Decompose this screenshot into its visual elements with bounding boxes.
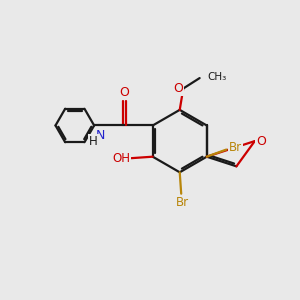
Text: OH: OH — [112, 152, 130, 165]
Text: Br: Br — [176, 196, 189, 208]
Text: H: H — [89, 135, 98, 148]
Text: O: O — [173, 82, 183, 95]
Text: O: O — [256, 135, 266, 148]
Text: Br: Br — [229, 141, 242, 154]
Text: CH₃: CH₃ — [208, 72, 227, 82]
Text: N: N — [96, 129, 105, 142]
Text: O: O — [119, 86, 129, 99]
